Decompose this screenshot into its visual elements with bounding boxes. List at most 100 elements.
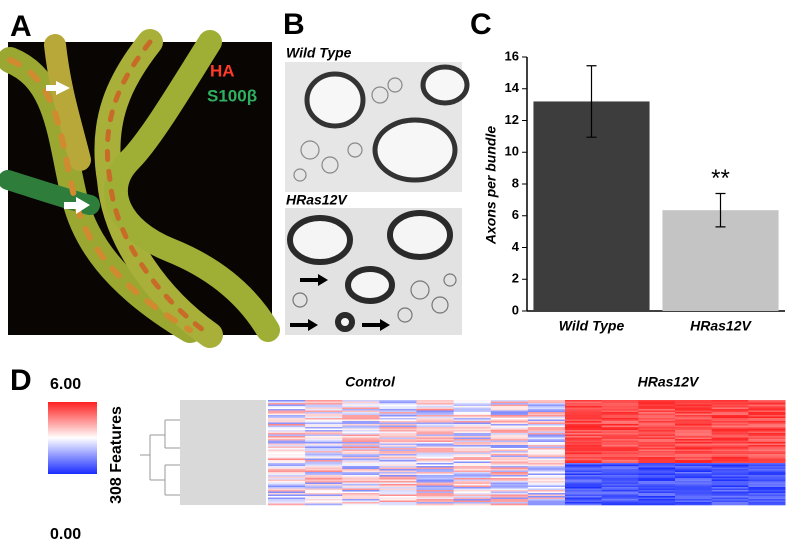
heatmap-cell [565, 487, 603, 489]
heatmap-cell [379, 442, 417, 444]
heatmap-cell [675, 430, 713, 432]
heatmap-cell [490, 428, 529, 431]
heatmap-cell [268, 404, 306, 407]
heatmap-cell [675, 401, 713, 404]
heatmap-cell [565, 431, 603, 434]
heatmap-cell [490, 439, 529, 441]
heatmap-cell [527, 463, 566, 465]
heatmap-cell [268, 493, 306, 495]
heatmap-cell [527, 443, 566, 446]
heatmap-cell [416, 475, 455, 477]
heatmap-cell [268, 499, 306, 501]
heatmap-cell [601, 484, 639, 486]
heatmap-cell [453, 475, 492, 477]
heatmap-cell [379, 463, 417, 465]
heatmap-cell [416, 422, 455, 425]
heatmap-cell [305, 482, 343, 485]
heatmap-cell [711, 478, 749, 480]
heatmap-cell [305, 470, 343, 473]
heatmap-cell [305, 478, 343, 480]
heatmap-cell [416, 493, 455, 495]
heatmap-cell [711, 440, 749, 443]
heatmap-cell [379, 482, 417, 485]
heatmap-cell [601, 493, 639, 495]
heatmap-cell [601, 430, 639, 432]
heatmap-cell [711, 448, 749, 450]
heatmap-cell [527, 451, 566, 453]
heatmap-cell [675, 452, 713, 455]
heatmap-cell [638, 409, 676, 411]
heatmap-cell [711, 409, 749, 411]
heatmap-cell [453, 403, 492, 405]
heatmap-cell [305, 487, 343, 489]
heatmap-cell [490, 415, 529, 417]
heatmap-cell [305, 416, 343, 419]
heatmap-cell [638, 421, 676, 423]
heatmap-cell [711, 431, 749, 434]
heatmap-cell [305, 430, 343, 432]
heatmap-cell [268, 449, 306, 452]
heatmap-cell [527, 410, 566, 413]
heatmap-cell [601, 475, 639, 477]
heatmap-cell [342, 466, 380, 468]
heatmap-cell [305, 469, 343, 471]
heatmap-cell [379, 461, 417, 464]
heatmap-cell [565, 415, 603, 417]
heatmap-cell [379, 466, 417, 468]
heatmap-cell [748, 422, 786, 425]
heatmap-cell [711, 485, 749, 488]
heatmap-cell [416, 434, 455, 437]
heatmap-cell [342, 451, 380, 453]
heatmap-cell [416, 451, 455, 453]
heatmap-cell [453, 454, 492, 456]
heatmap-cell [268, 406, 306, 408]
heatmap-cell [490, 500, 529, 503]
heatmap-cell [565, 503, 603, 506]
heatmap-cell [601, 500, 639, 503]
heatmap-cell [379, 499, 417, 501]
heatmap-cell [453, 499, 492, 501]
heatmap-cell [527, 404, 566, 407]
heatmap-cell [601, 436, 639, 438]
heatmap-cell [527, 452, 566, 455]
heatmap-cell [711, 424, 749, 426]
image-label: HRas12V [286, 192, 348, 208]
heatmap-cell [638, 478, 676, 480]
heatmap-cell [675, 481, 713, 483]
column-label: Control [345, 374, 396, 390]
heatmap-cell [305, 451, 343, 453]
heatmap-cell [565, 419, 603, 422]
heatmap-cell [490, 469, 529, 471]
heatmap-cell [565, 427, 603, 429]
heatmap-cell [565, 455, 603, 458]
heatmap-cell [565, 421, 603, 423]
heatmap-cell [638, 448, 676, 450]
heatmap-cell [527, 500, 566, 503]
heatmap-cell [565, 475, 603, 477]
heatmap-cell [675, 412, 713, 414]
heatmap-cell [601, 472, 639, 474]
heatmap-cell [675, 419, 713, 422]
heatmap-cell [416, 433, 455, 435]
heatmap-cell [527, 490, 566, 492]
heatmap-cell [268, 478, 306, 480]
heatmap-cell [490, 418, 529, 420]
heatmap-cell [268, 496, 306, 498]
heatmap-cell [379, 406, 417, 408]
heatmap-cell [416, 482, 455, 485]
heatmap-cell [638, 454, 676, 456]
heatmap-cell [490, 404, 529, 407]
heatmap-cell [711, 449, 749, 452]
heatmap-cell [527, 422, 566, 425]
heatmap-cell [379, 476, 417, 479]
heatmap-cell [675, 413, 713, 416]
heatmap-cell [638, 440, 676, 443]
heatmap-cell [453, 419, 492, 422]
heatmap-cell [453, 446, 492, 449]
heatmap-cell [711, 473, 749, 476]
heatmap-cell [748, 487, 786, 489]
heatmap-cell [527, 473, 566, 476]
heatmap-cell [675, 503, 713, 506]
heatmap-cell [490, 493, 529, 495]
heatmap-cell [675, 470, 713, 473]
